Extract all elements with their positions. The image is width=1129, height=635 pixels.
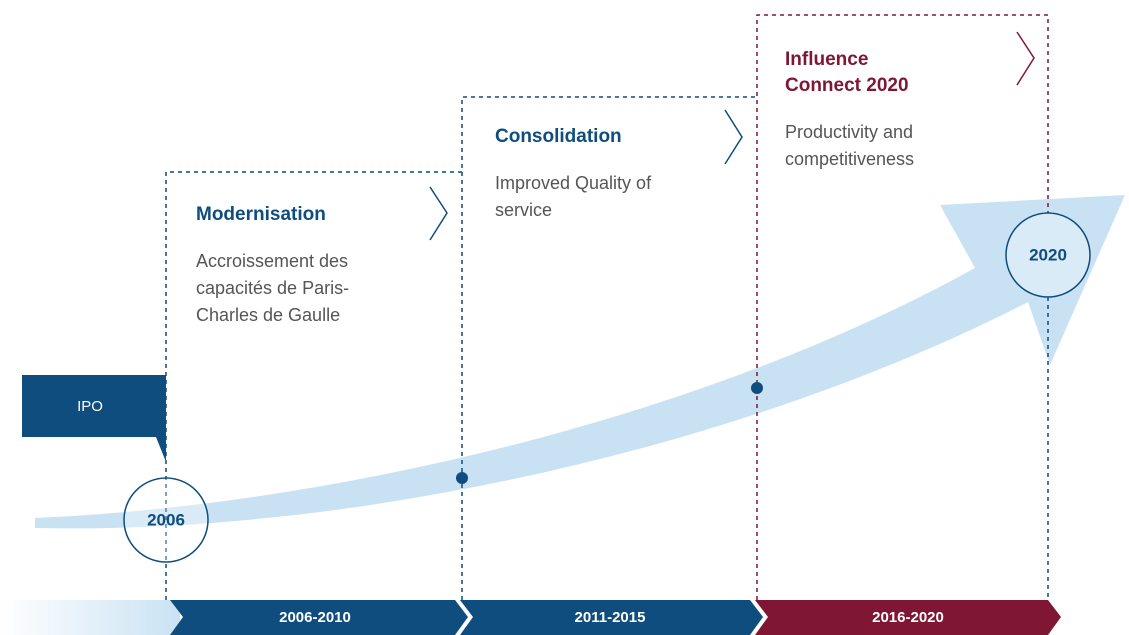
- phase-description: Improved Quality of: [495, 173, 652, 193]
- phase-texts: Modernisation Accroissement des capacités …: [196, 49, 944, 626]
- period-bar: [170, 600, 468, 635]
- phase-description: Charles de Gaulle: [196, 305, 340, 325]
- phase-title: Connect 2020: [785, 75, 909, 96]
- period-label: 2006-2010: [279, 609, 351, 626]
- bar-fade: [0, 600, 180, 635]
- frame: [461, 96, 757, 600]
- chevron: [1016, 31, 1035, 86]
- phase-title: Influence: [785, 49, 868, 70]
- period-bar: [755, 600, 1061, 635]
- chevron: [724, 109, 743, 165]
- milestone-year: 2020: [1029, 245, 1067, 264]
- phase-description: service: [495, 200, 552, 220]
- period-bar: [460, 600, 763, 635]
- chevron: [429, 186, 448, 241]
- dot: [751, 382, 763, 394]
- phase-description: capacités de Paris-: [196, 278, 349, 298]
- phase-description: competitiveness: [785, 149, 914, 169]
- milestone-circle: [123, 477, 209, 563]
- ipo-label: IPO: [77, 398, 103, 415]
- ipo-flag: [22, 375, 166, 462]
- period-label: 2011-2015: [575, 609, 646, 626]
- phase-frames: [165, 14, 1049, 600]
- milestone-circle: [1005, 212, 1091, 298]
- phase-description: Productivity and: [785, 122, 913, 142]
- phase-title: Modernisation: [196, 204, 326, 225]
- frame: [165, 171, 462, 600]
- phase-title: Consolidation: [495, 126, 622, 147]
- dot: [456, 472, 468, 484]
- growth-arrow: [35, 195, 1125, 529]
- frame: [756, 14, 1049, 600]
- period-label: 2016-2020: [872, 609, 944, 626]
- phase-description: Accroissement des: [196, 251, 348, 271]
- chevrons: [429, 31, 1035, 241]
- milestone-year: 2006: [147, 510, 185, 529]
